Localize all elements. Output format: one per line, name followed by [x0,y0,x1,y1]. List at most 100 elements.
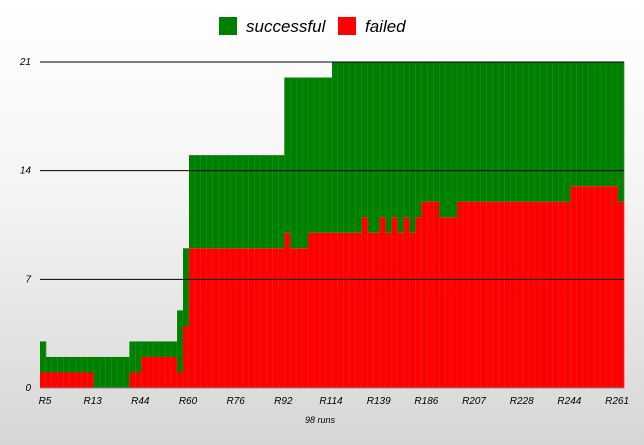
bar-successful-46 [314,77,321,233]
bar-failed-71 [463,201,470,388]
bar-successful-3 [57,356,65,373]
bar-successful-24 [183,248,190,326]
bar-successful-40 [278,155,285,249]
bar-successful-7 [81,356,89,373]
bar-successful-72 [469,62,476,202]
bar-failed-35 [248,248,255,388]
bar-failed-51 [343,232,351,388]
bar-successful-45 [308,77,315,233]
bar-failed-90 [576,186,583,388]
bar-failed-29 [212,248,220,388]
bar-failed-8 [87,372,94,388]
bar-failed-95 [606,186,613,388]
bar-failed-97 [618,201,625,388]
bar-successful-92 [588,62,595,187]
x-tick-label: R76 [226,396,245,407]
grid-lines [40,61,624,389]
bar-failed-21 [165,356,172,388]
bar-successful-68 [445,62,452,218]
y-tick-label: 21 [19,57,31,68]
bar-successful-35 [248,155,255,249]
bar-failed-96 [612,186,619,388]
bar-failed-7 [81,372,89,388]
bar-successful-6 [75,356,83,373]
bar-failed-28 [206,248,214,388]
bar-failed-45 [308,232,315,388]
bar-failed-58 [385,232,392,388]
bar-failed-33 [236,248,243,388]
bar-successful-88 [564,62,571,202]
bar-failed-60 [397,232,404,388]
bar-failed-42 [290,248,297,388]
bar-successful-27 [200,155,208,249]
bar-successful-97 [618,62,625,202]
legend: successful failed [219,17,406,36]
bar-successful-55 [367,62,375,233]
bar-failed-32 [230,248,237,388]
bar-failed-4 [63,372,71,388]
bar-successful-29 [212,155,220,249]
bar-failed-49 [332,232,339,388]
bar-failed-75 [486,201,494,388]
bar-successful-49 [332,62,339,233]
bar-failed-73 [475,201,482,388]
bar-successful-84 [540,62,547,202]
bar-successful-33 [236,155,243,249]
bar-failed-91 [582,186,589,388]
bar-successful-89 [570,62,577,187]
bar-failed-88 [564,201,571,388]
bar-failed-57 [379,217,386,388]
bar-failed-26 [194,248,202,388]
bar-failed-17 [141,356,148,388]
bar-successful-59 [391,62,398,218]
bar-failed-65 [427,201,434,388]
bar-failed-54 [361,217,369,388]
bar-successful-17 [141,341,148,357]
bar-successful-22 [171,341,178,357]
bar-successful-80 [516,62,524,202]
bar-successful-50 [337,62,345,233]
bar-successful-16 [135,341,142,373]
bar-successful-32 [230,155,237,249]
bar-successful-34 [242,155,249,249]
bar-failed-63 [415,217,422,388]
bar-successful-71 [463,62,470,202]
bar-failed-47 [320,232,327,388]
bar-failed-15 [129,372,136,388]
bar-failed-46 [314,232,321,388]
bar-failed-77 [498,201,506,388]
bar-failed-70 [457,201,464,388]
legend-swatch-successful [219,17,237,35]
x-tick-label: R60 [179,396,198,407]
bar-failed-81 [522,201,529,388]
bar-successful-91 [582,62,589,187]
bar-failed-36 [254,248,261,388]
x-tick-label: R44 [131,396,150,407]
bar-failed-94 [600,186,607,388]
bar-failed-53 [355,232,363,388]
bar-successful-21 [165,341,172,357]
bar-successful-83 [534,62,541,202]
bar-failed-23 [177,372,184,388]
bar-failed-64 [421,201,428,388]
bar-successful-58 [385,62,392,233]
bar-successful-23 [177,310,184,373]
bar-successful-48 [326,77,333,233]
bar-failed-79 [510,201,518,388]
bar-failed-2 [51,372,59,388]
bar-successful-54 [361,62,369,218]
bar-successful-65 [427,62,434,202]
bar-successful-57 [379,62,386,218]
bar-successful-26 [194,155,202,249]
bar-failed-38 [266,248,273,388]
bar-failed-86 [552,201,559,388]
bar-failed-68 [445,217,452,388]
bar-failed-22 [171,356,178,388]
x-tick-label: R261 [605,396,629,407]
bar-successful-4 [63,356,71,373]
bar-failed-61 [403,217,410,388]
x-tick-label: R228 [510,396,534,407]
bar-failed-25 [188,248,196,388]
bar-failed-56 [373,232,381,388]
bar-failed-34 [242,248,249,388]
